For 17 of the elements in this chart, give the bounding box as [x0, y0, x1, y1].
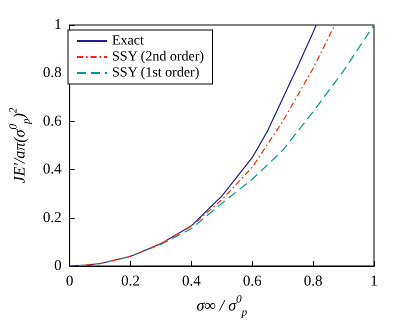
line-series	[78, 24, 375, 266]
x-tick-label: 0.6	[242, 274, 262, 290]
y-tick-label: 0.2	[42, 210, 62, 226]
x-tick-label: 1	[370, 274, 378, 290]
y-tick-label: 0.6	[42, 113, 62, 130]
x-tick-label: 0.2	[121, 274, 140, 290]
y-tick-label: 1	[54, 17, 62, 33]
legend-label: SSY (1st order)	[112, 66, 200, 80]
x-tick-label: 0.4	[182, 274, 202, 290]
y-tick-label: 0	[54, 258, 62, 274]
y-axis-title: JE'/aπ(σ0p)2	[8, 107, 32, 184]
y-tick-label: 0.4	[42, 162, 62, 178]
legend-label: SSY (2nd order)	[112, 50, 204, 64]
y-tick-label: 0.8	[42, 65, 62, 82]
x-tick-label: 0	[66, 274, 74, 290]
x-tick-label: 0.8	[304, 274, 323, 290]
legend-label: Exact	[112, 34, 144, 48]
